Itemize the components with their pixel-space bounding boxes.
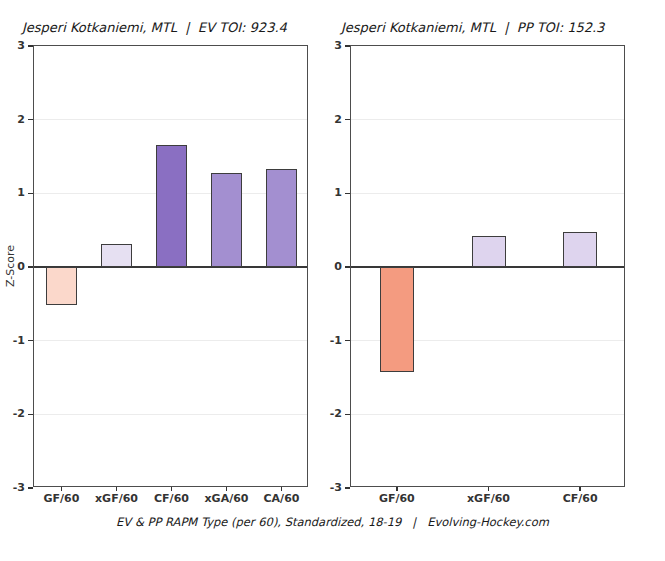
y-tick-mark [28,340,33,342]
y-tick-mark [28,266,33,268]
y-tick-label: -1 [0,333,25,349]
rapm-figure: Jesperi Kotkaniemi, MTL | EV TOI: 923.4 … [0,0,665,561]
pp-chart-title: Jesperi Kotkaniemi, MTL | PP TOI: 152.3 [341,20,604,35]
y-tick-mark [28,193,33,195]
y-tick-mark [28,119,33,121]
y-tick-mark [345,119,350,121]
x-tick-label: GF/60 [365,492,429,505]
y-tick-label: 0 [314,259,342,275]
gridline [34,414,307,416]
bar-ca-60 [266,169,297,267]
x-tick-mark [116,487,118,492]
gridline [351,414,624,416]
y-tick-label: 3 [314,38,342,54]
y-tick-label: -2 [0,406,25,422]
y-tick-mark [345,193,350,195]
x-tick-mark [579,487,581,492]
y-tick-label: 3 [0,38,25,54]
y-tick-mark [28,45,33,47]
bar-xgf-60 [472,236,506,267]
x-tick-mark [488,487,490,492]
pp-chart-panel: 3210-1-2-3GF/60xGF/60CF/60 [350,45,625,487]
ev-chart-title: Jesperi Kotkaniemi, MTL | EV TOI: 923.4 [22,20,287,35]
gridline [34,119,307,121]
y-tick-mark [345,45,350,47]
x-tick-label: CF/60 [548,492,612,505]
y-tick-mark [345,487,350,489]
y-tick-label: -2 [314,406,342,422]
bar-xgf-60 [101,244,132,267]
y-tick-label: -1 [314,333,342,349]
x-tick-mark [226,487,228,492]
x-tick-label: xGF/60 [457,492,521,505]
y-tick-label: 1 [314,185,342,201]
bar-cf-60 [156,145,187,267]
y-tick-mark [28,487,33,489]
y-tick-mark [345,414,350,416]
y-tick-mark [345,266,350,268]
y-tick-label: 2 [0,112,25,128]
y-tick-mark [345,340,350,342]
bar-cf-60 [563,232,597,267]
gridline [34,340,307,342]
ev-chart-panel: 3210-1-2-3GF/60xGF/60CF/60xGA/60CA/60 [33,45,308,487]
y-tick-label: 2 [314,112,342,128]
y-tick-mark [28,414,33,416]
x-tick-mark [396,487,398,492]
x-tick-label: CA/60 [250,492,314,505]
x-tick-mark [171,487,173,492]
x-tick-mark [61,487,63,492]
gridline [351,119,624,121]
figure-caption: EV & PP RAPM Type (per 60), Standardized… [0,515,665,529]
bar-gf-60 [46,267,77,305]
bar-xga-60 [211,173,242,267]
bar-gf-60 [380,267,414,372]
y-tick-label: -3 [314,480,342,496]
y-tick-label: 1 [0,185,25,201]
y-tick-label: 0 [0,259,25,275]
y-tick-label: -3 [0,480,25,496]
gridline [351,193,624,195]
x-tick-mark [281,487,283,492]
